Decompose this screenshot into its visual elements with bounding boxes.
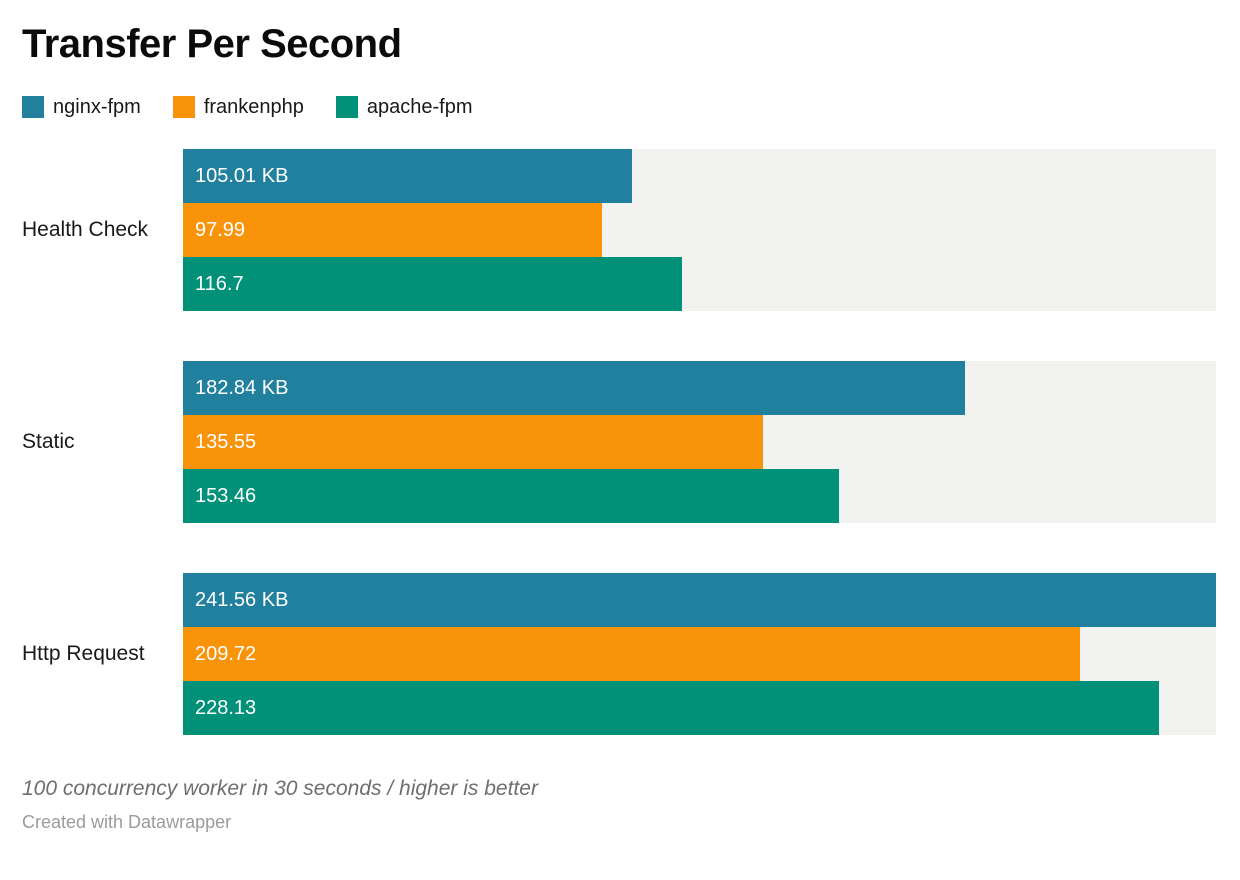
bar-track-apache-fpm-http-request: 228.13 xyxy=(183,681,1216,735)
chart-note: 100 concurrency worker in 30 seconds / h… xyxy=(22,777,538,800)
bar-apache-fpm-static: 153.46 xyxy=(183,469,840,523)
bars-static: 182.84 KB 135.55 153.46 xyxy=(183,361,1216,523)
legend-swatch-nginx-fpm xyxy=(22,96,44,118)
category-label-http-request: Http Request xyxy=(22,642,145,665)
bar-value-label: 209.72 xyxy=(195,642,257,665)
legend-label-frankenphp: frankenphp xyxy=(203,96,304,118)
category-label-static: Static xyxy=(22,430,75,453)
legend-item-frankenphp: frankenphp xyxy=(172,96,304,118)
datawrapper-attribution-link[interactable]: Created with Datawrapper xyxy=(22,812,232,832)
bar-value-label: 97.99 xyxy=(195,218,246,241)
legend-item-nginx-fpm: nginx-fpm xyxy=(22,96,141,118)
bars-http-request: 241.56 KB 209.72 228.13 xyxy=(183,573,1216,735)
bar-apache-fpm-http-request: 228.13 xyxy=(183,681,1159,735)
bar-value-label: 153.46 xyxy=(195,484,257,507)
bar-value-label: 116.7 xyxy=(195,272,244,295)
bars-health-check: 105.01 KB 97.99 116.7 xyxy=(183,149,1216,311)
bar-track-frankenphp-http-request: 209.72 xyxy=(183,627,1216,681)
bar-value-label: 241.56 KB xyxy=(195,588,289,611)
bar-nginx-fpm-http-request: 241.56 KB xyxy=(183,573,1216,627)
page-title: Transfer Per Second xyxy=(22,22,402,66)
bar-value-label: 135.55 xyxy=(195,430,257,453)
bar-value-label: 105.01 KB xyxy=(195,164,289,187)
bar-group-http-request: Http Request 241.56 KB 209.72 228.13 xyxy=(0,573,1216,735)
legend-item-apache-fpm: apache-fpm xyxy=(335,96,473,118)
chart-page: Transfer Per Second nginx-fpm frankenphp… xyxy=(0,20,1240,880)
legend: nginx-fpm frankenphp apache-fpm xyxy=(22,94,1216,120)
bar-track-nginx-fpm-static: 182.84 KB xyxy=(183,361,1216,415)
bar-nginx-fpm-static: 182.84 KB xyxy=(183,361,965,415)
bar-group-health-check: Health Check 105.01 KB 97.99 116.7 xyxy=(0,149,1216,311)
bar-value-label: 182.84 KB xyxy=(195,376,289,399)
bar-value-label: 228.13 xyxy=(195,696,257,719)
grouped-bar-chart: Health Check 105.01 KB 97.99 116.7 Static 182… xyxy=(0,149,1216,735)
legend-label-nginx-fpm: nginx-fpm xyxy=(53,96,141,118)
bar-frankenphp-static: 135.55 xyxy=(183,415,763,469)
legend-swatch-frankenphp xyxy=(172,96,195,118)
bar-track-nginx-fpm-http-request: 241.56 KB xyxy=(183,573,1216,627)
bar-track-frankenphp-static: 135.55 xyxy=(183,415,1216,469)
bar-apache-fpm-health-check: 116.7 xyxy=(183,257,683,311)
bar-track-frankenphp-health-check: 97.99 xyxy=(183,203,1216,257)
legend-swatch-apache-fpm xyxy=(335,96,358,118)
bar-track-nginx-fpm-health-check: 105.01 KB xyxy=(183,149,1216,203)
bar-track-apache-fpm-health-check: 116.7 xyxy=(183,257,1216,311)
bar-nginx-fpm-health-check: 105.01 KB xyxy=(183,149,633,203)
bar-frankenphp-http-request: 209.72 xyxy=(183,627,1080,681)
legend-label-apache-fpm: apache-fpm xyxy=(366,96,473,118)
bar-frankenphp-health-check: 97.99 xyxy=(183,203,603,257)
bar-track-apache-fpm-static: 153.46 xyxy=(183,469,1216,523)
bar-group-static: Static 182.84 KB 135.55 153.46 xyxy=(0,361,1216,523)
category-label-health-check: Health Check xyxy=(22,218,149,241)
